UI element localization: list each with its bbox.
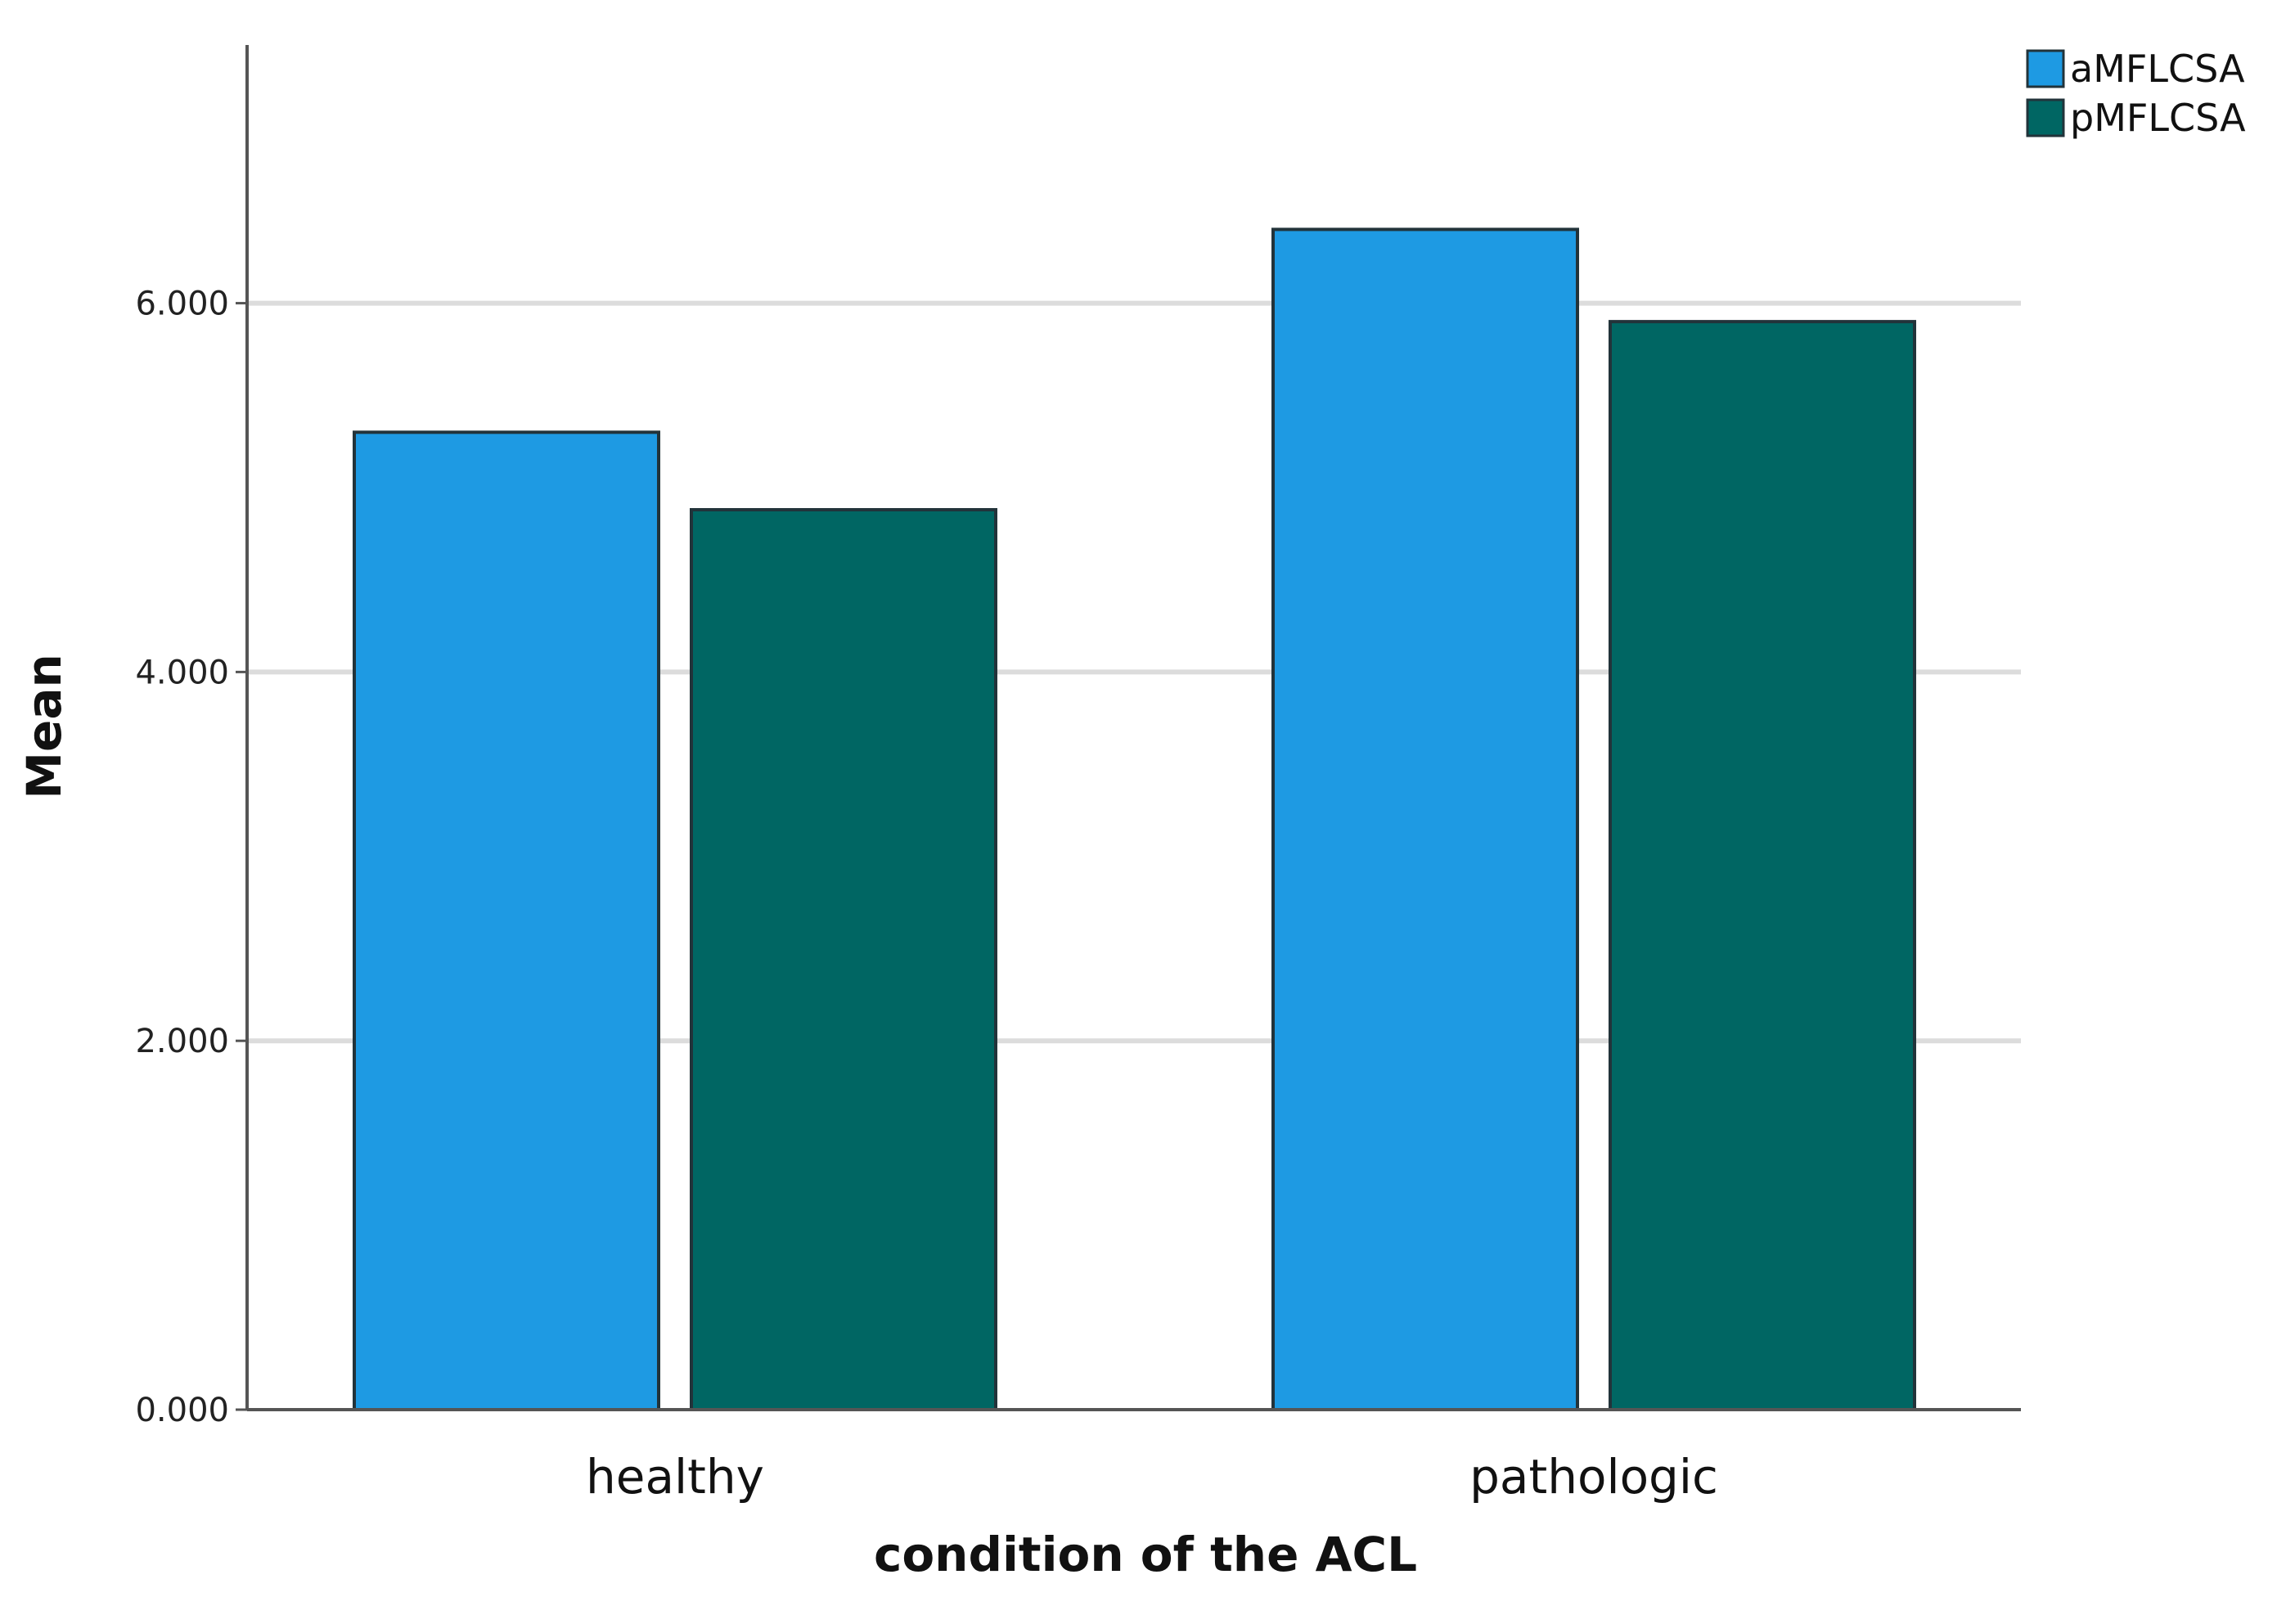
legend-swatch-aMFLCSA	[2026, 49, 2065, 88]
y-tick-label: 2.000	[135, 1023, 229, 1060]
bar-aMFLCSA-healthy	[353, 430, 660, 1412]
legend-label: pMFLCSA	[2070, 96, 2246, 140]
y-tick-label: 6.000	[135, 286, 229, 323]
y-axis-title: Mean	[16, 654, 72, 799]
x-axis-title: condition of the ACL	[874, 1527, 1417, 1582]
bar-aMFLCSA-pathologic	[1271, 227, 1579, 1411]
legend-swatch-pMFLCSA	[2026, 98, 2065, 137]
y-tick-labels: 0.000 2.000 4.000 6.000	[135, 286, 229, 1429]
legend-label: aMFLCSA	[2070, 47, 2245, 91]
x-category-label: pathologic	[1469, 1449, 1718, 1505]
y-tick-label: 4.000	[135, 654, 229, 691]
bar-pMFLCSA-pathologic	[1609, 320, 1916, 1411]
bars	[353, 227, 1916, 1412]
x-category-label: healthy	[586, 1449, 764, 1505]
y-tick-label: 0.000	[135, 1392, 229, 1429]
x-category-labels: healthy pathologic	[586, 1449, 1718, 1505]
legend: aMFLCSA pMFLCSA	[2026, 47, 2246, 140]
bar-pMFLCSA-healthy	[690, 508, 997, 1411]
axes	[236, 45, 2021, 1411]
